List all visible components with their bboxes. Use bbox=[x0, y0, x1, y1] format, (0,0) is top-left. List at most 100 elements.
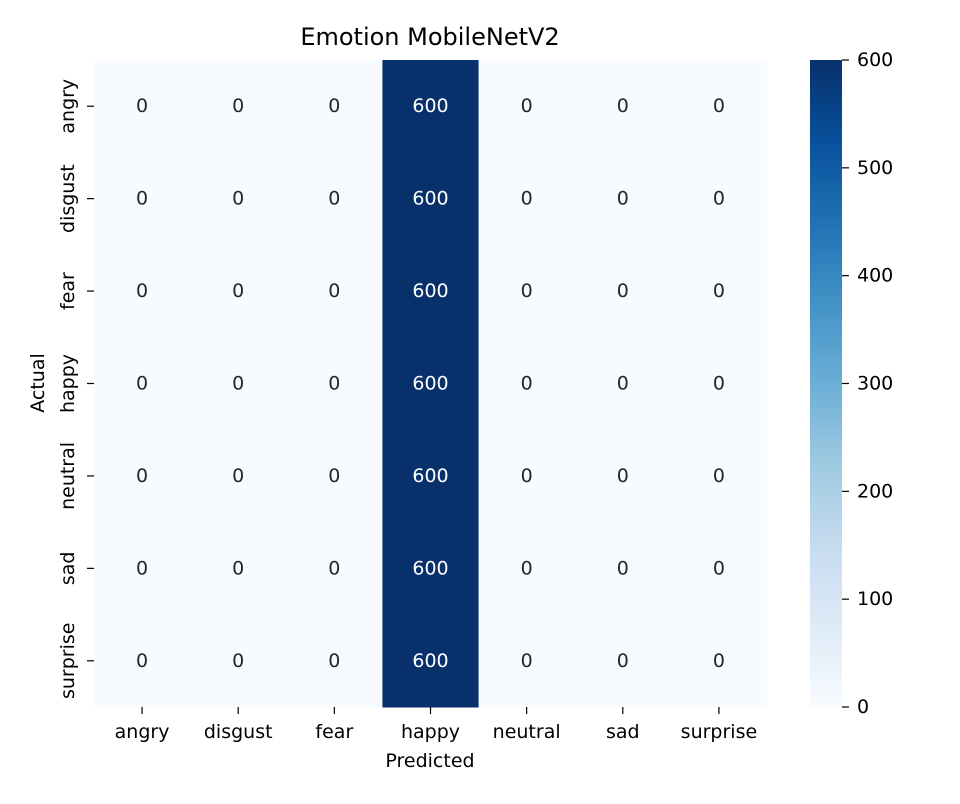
heatmap-cell bbox=[94, 522, 191, 616]
x-tick-label: disgust bbox=[204, 721, 273, 743]
heatmap-cell bbox=[190, 614, 287, 708]
x-tick-label: surprise bbox=[681, 721, 758, 743]
cell-value-label: 0 bbox=[617, 650, 629, 672]
cell-value-label: 0 bbox=[136, 465, 148, 487]
colorbar-tick-label: 500 bbox=[857, 157, 893, 179]
heatmap-cell bbox=[478, 614, 576, 708]
heatmap-cell bbox=[190, 337, 287, 431]
heatmap-cell bbox=[382, 522, 480, 616]
x-tick-label: fear bbox=[315, 721, 353, 743]
colorbar-tick-label: 200 bbox=[857, 480, 893, 502]
cell-value-label: 0 bbox=[328, 95, 340, 117]
heatmap-cell bbox=[382, 60, 480, 153]
cell-value-label: 0 bbox=[232, 650, 244, 672]
cell-value-label: 0 bbox=[232, 373, 244, 395]
heatmap-cell bbox=[286, 244, 383, 338]
cell-value-label: 0 bbox=[713, 373, 725, 395]
heatmap-cell bbox=[478, 522, 576, 616]
cell-value-label: 0 bbox=[713, 650, 725, 672]
cell-value-label: 600 bbox=[412, 95, 448, 117]
cell-value-label: 600 bbox=[412, 188, 448, 210]
chart-title: Emotion MobileNetV2 bbox=[300, 23, 559, 51]
cell-value-label: 600 bbox=[412, 557, 448, 579]
x-tick-label: happy bbox=[401, 721, 460, 743]
heatmap-cell bbox=[670, 152, 768, 246]
x-tick-label: angry bbox=[115, 721, 170, 743]
cell-value-label: 0 bbox=[713, 557, 725, 579]
colorbar-tick-label: 100 bbox=[857, 588, 893, 610]
heatmap-cell bbox=[670, 244, 768, 338]
heatmap-cell bbox=[478, 337, 576, 431]
x-tick-label: neutral bbox=[493, 721, 561, 743]
cell-value-label: 0 bbox=[521, 557, 533, 579]
heatmap-cell bbox=[190, 522, 287, 616]
y-tick-label: disgust bbox=[57, 164, 79, 233]
cell-value-label: 0 bbox=[713, 280, 725, 302]
colorbar-tick-label: 300 bbox=[857, 373, 893, 395]
heatmap-cell bbox=[670, 614, 768, 708]
cell-value-label: 0 bbox=[136, 280, 148, 302]
cell-value-label: 0 bbox=[136, 188, 148, 210]
heatmap-cell bbox=[574, 337, 672, 431]
cell-value-label: 0 bbox=[617, 188, 629, 210]
cell-value-label: 0 bbox=[713, 465, 725, 487]
colorbar-tick-label: 0 bbox=[857, 696, 869, 718]
heatmap-cells bbox=[94, 60, 768, 708]
cell-value-label: 0 bbox=[617, 465, 629, 487]
y-axis-label: Actual bbox=[27, 353, 49, 413]
cell-value-label: 0 bbox=[328, 280, 340, 302]
cell-value-label: 0 bbox=[328, 650, 340, 672]
heatmap-cell bbox=[574, 522, 672, 616]
heatmap-cell bbox=[286, 522, 383, 616]
cell-value-label: 0 bbox=[232, 188, 244, 210]
cell-value-label: 0 bbox=[521, 650, 533, 672]
cell-value-label: 600 bbox=[412, 465, 448, 487]
y-tick-label: happy bbox=[57, 354, 79, 413]
colorbar: 0 100 200 300 400 500 600 bbox=[810, 49, 893, 718]
heatmap-cell bbox=[94, 60, 191, 153]
cell-value-label: 0 bbox=[328, 373, 340, 395]
x-axis: angry disgust fear happy neutral sad surprise bbox=[115, 707, 758, 743]
y-tick-label: neutral bbox=[57, 442, 79, 510]
heatmap-cell bbox=[670, 429, 768, 523]
heatmap-cell bbox=[190, 152, 287, 246]
heatmap-cell bbox=[382, 244, 480, 338]
cell-value-label: 0 bbox=[521, 280, 533, 302]
heatmap-cell bbox=[94, 152, 191, 246]
heatmap-cell bbox=[286, 152, 383, 246]
cell-value-label: 0 bbox=[521, 95, 533, 117]
heatmap-cell bbox=[478, 429, 576, 523]
heatmap-cell bbox=[190, 429, 287, 523]
x-axis-label: Predicted bbox=[385, 750, 474, 772]
colorbar-tick-label: 600 bbox=[857, 49, 893, 71]
cell-value-label: 600 bbox=[412, 650, 448, 672]
heatmap-cell bbox=[574, 152, 672, 246]
cell-value-label: 0 bbox=[136, 373, 148, 395]
colorbar-tick-label: 400 bbox=[857, 265, 893, 287]
heatmap-cell bbox=[574, 614, 672, 708]
cell-value-label: 0 bbox=[521, 465, 533, 487]
heatmap-cell bbox=[190, 60, 287, 153]
cell-value-label: 0 bbox=[328, 465, 340, 487]
heatmap-cell bbox=[670, 337, 768, 431]
y-tick-label: sad bbox=[57, 552, 79, 586]
heatmap-cell bbox=[94, 244, 191, 338]
heatmap-cell bbox=[94, 614, 191, 708]
cell-value-label: 0 bbox=[713, 95, 725, 117]
heatmap-cell bbox=[574, 429, 672, 523]
cell-value-label: 0 bbox=[617, 557, 629, 579]
cell-value-label: 0 bbox=[713, 188, 725, 210]
cell-value-label: 0 bbox=[232, 280, 244, 302]
heatmap-cell bbox=[382, 614, 480, 708]
heatmap-cell bbox=[286, 429, 383, 523]
heatmap-cell bbox=[670, 522, 768, 616]
heatmap-annotations: 0 0 0 600 0 0 0 0 0 0 600 0 0 0 0 0 0 600 0 0 0 0 0 0 600 0 0 0 0 0 0 6… bbox=[136, 95, 725, 672]
heatmap-cell bbox=[190, 244, 287, 338]
cell-value-label: 600 bbox=[412, 373, 448, 395]
heatmap-cell bbox=[286, 337, 383, 431]
cell-value-label: 600 bbox=[412, 280, 448, 302]
cell-value-label: 0 bbox=[232, 557, 244, 579]
y-tick-label: surprise bbox=[57, 623, 79, 700]
